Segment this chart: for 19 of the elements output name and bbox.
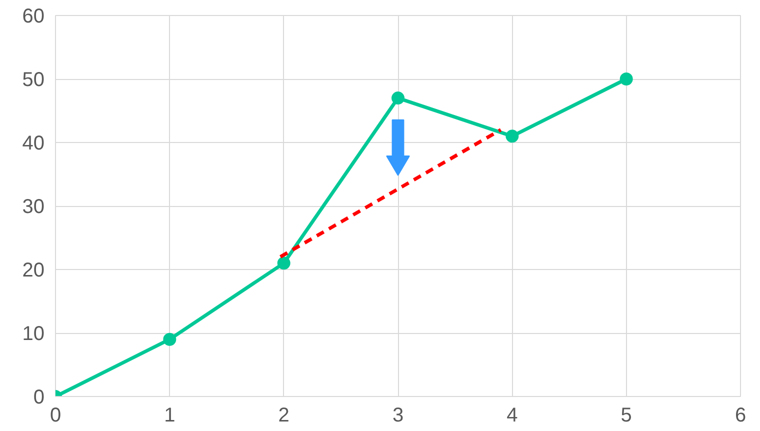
point — [392, 92, 404, 105]
x-tick-label: 2 — [278, 404, 290, 426]
y-tick-label: 60 — [22, 6, 45, 28]
x-tick-label: 4 — [506, 404, 518, 426]
x-tick-label: 0 — [50, 404, 62, 426]
x-tick-label: 6 — [734, 404, 746, 426]
point — [163, 332, 176, 346]
y-tick-label: 40 — [22, 132, 45, 154]
y-tick-label: 20 — [22, 260, 45, 282]
y-tick-label: 0 — [33, 386, 44, 408]
x-tick-label: 1 — [164, 404, 176, 426]
y-tick-label: 50 — [22, 69, 45, 91]
point — [620, 72, 633, 86]
x-tick-label: 3 — [392, 404, 404, 426]
y-tick-label: 10 — [22, 323, 45, 345]
point — [277, 256, 290, 270]
x-tick-label: 5 — [620, 404, 632, 426]
y-tick-label: 30 — [22, 196, 45, 218]
point — [506, 130, 519, 143]
